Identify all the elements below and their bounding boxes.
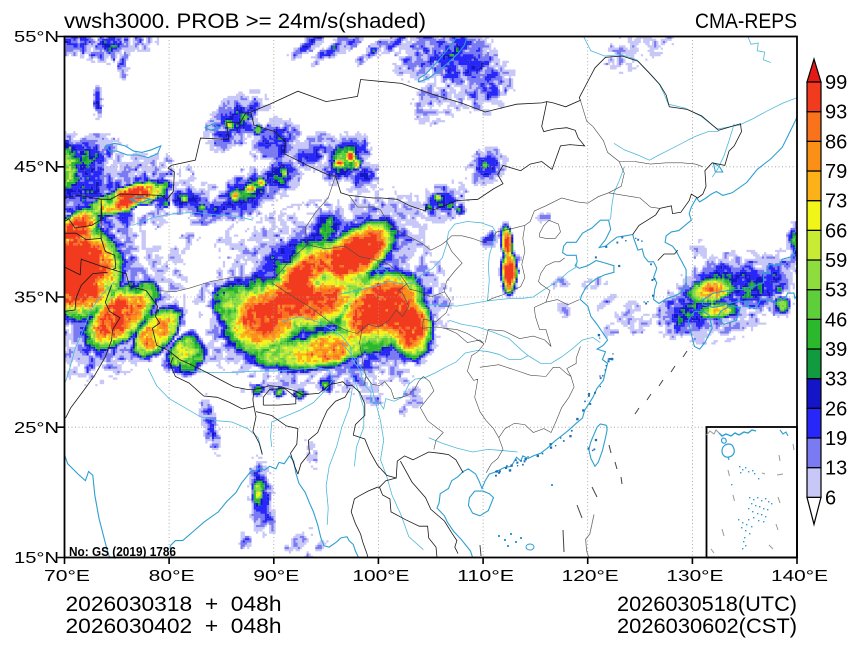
svg-text:93: 93 xyxy=(825,102,847,124)
svg-text:2026030602(CST): 2026030602(CST) xyxy=(617,615,797,638)
svg-text:2026030402 + 048h: 2026030402 + 048h xyxy=(66,615,282,638)
svg-text:90°E: 90°E xyxy=(253,568,299,585)
svg-text:25°N: 25°N xyxy=(14,420,59,437)
svg-text:120°E: 120°E xyxy=(562,568,619,585)
svg-text:130°E: 130°E xyxy=(666,568,723,585)
svg-text:80°E: 80°E xyxy=(149,568,195,585)
svg-text:140°E: 140°E xyxy=(771,568,828,585)
svg-text:70°E: 70°E xyxy=(44,568,90,585)
svg-text:13: 13 xyxy=(825,458,847,480)
svg-text:15°N: 15°N xyxy=(14,550,59,567)
svg-text:vwsh3000. PROB >= 24m/s(shaded: vwsh3000. PROB >= 24m/s(shaded) xyxy=(64,10,426,33)
svg-text:99: 99 xyxy=(825,72,847,94)
svg-text:CMA-REPS: CMA-REPS xyxy=(695,10,797,33)
svg-text:2026030318 + 048h: 2026030318 + 048h xyxy=(66,593,282,616)
svg-text:73: 73 xyxy=(825,191,847,213)
svg-text:100°E: 100°E xyxy=(352,568,409,585)
svg-text:39: 39 xyxy=(825,339,847,361)
svg-text:2026030518(UTC): 2026030518(UTC) xyxy=(617,593,797,616)
svg-text:45°N: 45°N xyxy=(14,159,59,176)
svg-text:110°E: 110°E xyxy=(457,568,514,585)
svg-text:No: GS (2019) 1786: No: GS (2019) 1786 xyxy=(69,544,176,559)
svg-text:46: 46 xyxy=(825,309,847,331)
svg-text:35°N: 35°N xyxy=(14,290,59,307)
svg-text:26: 26 xyxy=(825,398,847,420)
svg-text:33: 33 xyxy=(825,369,847,391)
svg-text:53: 53 xyxy=(825,280,847,302)
svg-text:6: 6 xyxy=(825,487,836,509)
svg-text:55°N: 55°N xyxy=(14,29,59,46)
svg-text:19: 19 xyxy=(825,428,847,450)
svg-text:66: 66 xyxy=(825,220,847,242)
svg-text:59: 59 xyxy=(825,250,847,272)
svg-text:79: 79 xyxy=(825,161,847,183)
svg-text:86: 86 xyxy=(825,131,847,153)
